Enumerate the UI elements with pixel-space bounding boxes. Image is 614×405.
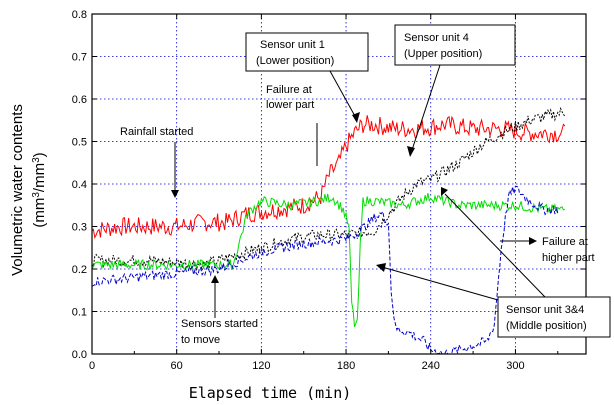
- annotation-sensor1-line1: Sensor unit 1: [260, 39, 325, 51]
- series-line-3: [91, 193, 565, 327]
- series-line-1: [91, 115, 566, 240]
- annotation-rainfall: Rainfall started: [120, 126, 193, 198]
- annotation-sensor4-box: [394, 24, 516, 66]
- x-tick-label: 120: [252, 360, 270, 372]
- annotation-sensor4-arrow: [411, 64, 441, 151]
- annotation-sensor34-arrowhead-b: [441, 187, 448, 196]
- x-tick-label: 180: [337, 360, 355, 372]
- annotation-sensor34: Sensor unit 3&4 (Middle position): [376, 187, 611, 338]
- x-tick-label: 240: [422, 360, 440, 372]
- y-tick-label: 0.5: [72, 137, 87, 149]
- annotation-sensor34-arrowhead-a: [376, 263, 386, 272]
- annotation-sensor4-arrowhead: [407, 146, 415, 157]
- x-axis-title: Elapsed time (min): [189, 384, 352, 402]
- y-axis-title: Volumetric water contents (mm3/mm3): [9, 104, 48, 276]
- annotation-failure-lower: Failure at lower part: [266, 84, 318, 166]
- annotation-failure-higher-line1: Failure at: [542, 236, 588, 248]
- annotation-sensor34-arrow-b: [444, 193, 546, 298]
- x-tick-label: 300: [506, 360, 524, 372]
- annotation-sensor1-line2: (Lower position): [256, 55, 334, 67]
- annotation-failure-higher-arrowhead: [529, 237, 537, 245]
- annotation-failure-higher: Failure at higher part: [500, 236, 595, 264]
- annotation-sensors-move-arrowhead: [211, 275, 219, 283]
- annotation-sensors-move-line1: Sensors started: [181, 318, 258, 330]
- y-tick-label: 0.8: [72, 9, 87, 21]
- y-axis-title-line2: (mm3/mm3): [31, 152, 49, 227]
- annotation-failure-lower-line2: lower part: [266, 99, 314, 111]
- annotation-sensor4: Sensor unit 4 (Upper position): [394, 24, 516, 157]
- y-axis-title-line1: Volumetric water contents: [9, 104, 26, 276]
- annotation-rainfall-text: Rainfall started: [120, 126, 193, 138]
- y-tick-label: 0.4: [72, 179, 87, 191]
- annotation-sensor4-line2: (Upper position): [404, 48, 482, 60]
- x-tick-label: 60: [171, 360, 183, 372]
- annotation-sensor34-line2: (Middle position): [506, 320, 587, 332]
- y-tick-label: 0.0: [72, 349, 87, 361]
- series-group: [91, 106, 566, 355]
- annotation-sensor34-arrow-a: [381, 266, 499, 301]
- y-tick-label: 0.1: [72, 307, 87, 319]
- y-tick-label: 0.7: [72, 52, 87, 64]
- annotation-sensor1-arrow: [329, 70, 357, 119]
- annotation-sensor1: Sensor unit 1 (Lower position): [245, 32, 369, 123]
- annotation-sensors-move: Sensors started to move: [181, 275, 258, 346]
- annotation-sensor4-line1: Sensor unit 4: [404, 32, 469, 44]
- annotation-rainfall-arrowhead: [171, 190, 179, 198]
- y-tick-label: 0.3: [72, 222, 87, 234]
- series-line-4: [91, 185, 559, 355]
- annotation-sensor34-box: [497, 296, 611, 338]
- annotation-failure-lower-line1: Failure at: [266, 84, 312, 96]
- annotation-sensors-move-line2: to move: [181, 334, 220, 346]
- x-tick-label: 0: [89, 360, 95, 372]
- y-tick-label: 0.2: [72, 264, 87, 276]
- ticks: 0 60 120 180 240 300 0.0 0.1 0.2 0.3 0.4 0.5 0.6 0.7 0…: [72, 9, 586, 372]
- annotation-sensor1-box: [245, 32, 369, 72]
- y-tick-label: 0.6: [72, 94, 87, 106]
- annotation-sensor34-line1: Sensor unit 3&4: [506, 304, 584, 316]
- annotation-failure-higher-line2: higher part: [542, 252, 595, 264]
- annotation-sensor1-arrowhead: [352, 112, 360, 123]
